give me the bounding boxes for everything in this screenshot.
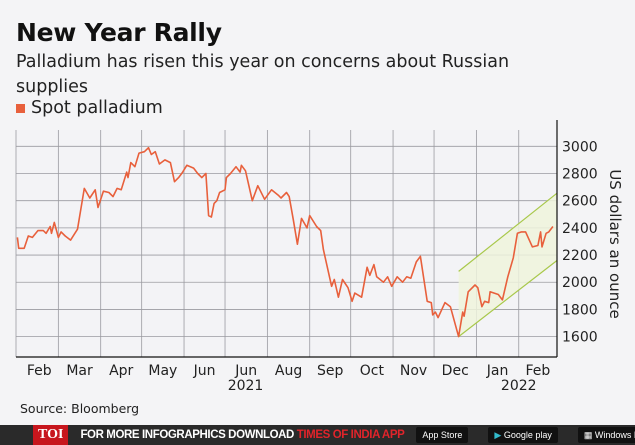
windows-phone-label: Windows Phone [594, 430, 635, 440]
google-play-button[interactable]: ▶ Google play [488, 427, 558, 443]
x-tick-label: Apr [109, 363, 133, 379]
y-tick-label: 1800 [562, 302, 598, 318]
legend-label: Spot palladium [31, 98, 163, 118]
y-tick-label: 2800 [562, 166, 598, 182]
banner-app-name: TIMES OF INDIA APP [296, 429, 405, 441]
channel-fill [458, 193, 557, 337]
x-tick-label: Jun [193, 363, 216, 379]
year-label: 2022 [501, 378, 537, 394]
app-store-button[interactable]: App Store [416, 427, 469, 443]
x-tick-label: Mar [66, 363, 93, 379]
y-tick-label: 2600 [562, 194, 598, 210]
x-tick-label: Oct [360, 363, 385, 379]
series-line [16, 146, 554, 338]
banner-text-main: FOR MORE INFOGRAPHICS DOWNLOAD [80, 429, 294, 441]
banner-text: FOR MORE INFOGRAPHICS DOWNLOAD TIMES OF … [80, 429, 404, 441]
axes [16, 120, 558, 358]
promo-banner[interactable]: TOI FOR MORE INFOGRAPHICS DOWNLOAD TIMES… [0, 425, 635, 445]
x-tick-label: Jun [234, 363, 257, 379]
channel-upper-line [458, 192, 558, 272]
year-label: 2021 [228, 378, 264, 394]
play-icon: ▶ [494, 430, 502, 440]
x-tick-label: May [148, 363, 177, 379]
source-note: Source: Bloomberg [20, 401, 140, 416]
chart-subtitle: Palladium has risen this year on concern… [16, 52, 510, 97]
y-tick-labels: 1600 1800 2000 2200 2400 2600 2800 3000 [562, 139, 598, 345]
legend-swatch [16, 103, 25, 113]
x-tick-label: Sep [317, 363, 344, 379]
y-tick-label: 1600 [562, 330, 598, 346]
app-store-label: App Store [422, 430, 463, 440]
windows-icon: ▦ [583, 430, 593, 440]
channel-lower-line [458, 260, 558, 338]
google-play-label: Google play [503, 430, 552, 440]
trend-channel [458, 192, 558, 338]
x-tick-label: Dec [442, 363, 469, 379]
y-axis-label: US dollars an ounce [606, 169, 624, 318]
y-tick-label: 3000 [562, 139, 598, 155]
x-tick-label: Feb [27, 363, 52, 379]
toi-logo: TOI [33, 425, 69, 445]
x-tick-label: Aug [275, 363, 302, 379]
windows-phone-button[interactable]: ▦ Windows Phone [577, 427, 635, 443]
x-tick-label: Feb [525, 363, 550, 379]
y-tick-label: 2400 [562, 221, 598, 237]
legend: Spot palladium [16, 98, 163, 118]
x-tick-labels: Feb Mar Apr May Jun Jun Aug Sep Oct Nov Dec Jan Feb2… [27, 363, 551, 394]
x-tick-label: Nov [400, 363, 427, 379]
y-tick-label: 2200 [562, 248, 598, 264]
series-spot-palladium [16, 146, 554, 338]
chart-title: New Year Rally [16, 18, 222, 47]
x-tick-label: Jan [486, 363, 509, 379]
y-tick-label: 2000 [562, 275, 598, 291]
line-chart: 1600 1800 2000 2200 2400 2600 2800 3000 Feb Mar A… [15, 120, 624, 394]
